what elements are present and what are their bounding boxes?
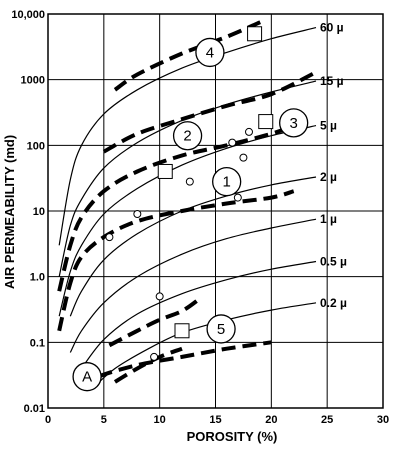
data-point-circle: [239, 153, 248, 162]
data-point-square: [157, 163, 173, 179]
region-label: 5: [217, 321, 225, 338]
y-tick-label: 10: [33, 206, 45, 218]
region-marker-circle: [72, 362, 102, 392]
dashed-boundary-line: [108, 297, 200, 348]
dashed-boundary-line: [102, 70, 317, 154]
x-tick-label: 15: [209, 414, 221, 426]
region-label: 3: [289, 115, 297, 132]
dashed-boundary-line: [113, 346, 183, 384]
region-marker-circle: [279, 108, 309, 138]
region-label: 4: [206, 44, 214, 61]
curve-0-5: [81, 260, 317, 369]
data-point-circle: [105, 233, 114, 242]
curve-60: [58, 27, 317, 246]
x-tick-label: 25: [321, 414, 333, 426]
data-points: [105, 26, 274, 361]
x-tick-label: 30: [377, 414, 389, 426]
region-marker-circle: [195, 37, 225, 68]
y-tick-label: 0.01: [24, 403, 45, 415]
data-point-circle: [228, 138, 237, 147]
data-point-square: [174, 323, 190, 339]
x-tick-label: 5: [101, 414, 107, 426]
data-curves: [57, 20, 317, 390]
y-tick-label: 1.0: [30, 272, 45, 284]
curve-1: [69, 218, 317, 353]
x-tick-label: 10: [154, 414, 166, 426]
region-marker-circle: [212, 166, 242, 197]
dashed-boundary-line: [113, 20, 261, 92]
y-tick-label: 0.1: [30, 337, 45, 349]
data-point-square: [258, 114, 274, 130]
data-point-circle: [150, 352, 159, 361]
region-marker-circle: [206, 314, 236, 344]
y-tick-label: 1000: [21, 75, 45, 87]
curve-15: [58, 80, 317, 277]
curve-label-1: 1 µ: [320, 212, 337, 226]
region-markers: 1 2 3 4 5 A: [72, 37, 309, 392]
x-tick-label: 0: [45, 414, 51, 426]
curve-label-0-5: 0.5 µ: [320, 255, 347, 269]
data-point-circle: [245, 127, 253, 136]
y-tick-label: 100: [27, 140, 45, 152]
dashed-boundary-line: [57, 123, 295, 292]
curve-2: [69, 176, 317, 317]
curve-label-60: 60 µ: [320, 21, 344, 35]
curve-label-0-2: 0.2 µ: [320, 296, 347, 310]
curve-labels: 60 µ 15 µ 5 µ 2 µ 1 µ 0.5 µ 0.2 µ: [320, 21, 347, 310]
curve-label-2: 2 µ: [320, 170, 337, 184]
region-label: A: [82, 369, 92, 386]
data-point-circle: [233, 193, 242, 202]
x-axis-label: POROSITY (%): [187, 429, 278, 444]
y-axis-label: AIR PERMEABILITY (md): [2, 135, 17, 289]
data-point-circle: [185, 177, 194, 186]
x-tick-label: 20: [265, 414, 277, 426]
data-point-circle: [133, 210, 142, 219]
curve-label-5: 5 µ: [320, 119, 337, 133]
plot-frame: [47, 13, 384, 409]
region-label: 1: [222, 174, 230, 191]
dashed-boundary-line: [80, 340, 272, 390]
region-marker-circle: [172, 121, 203, 151]
data-point-circle: [155, 292, 164, 301]
data-point-square: [247, 26, 263, 42]
y-tick-label: 10,000: [11, 9, 45, 21]
region-label: 2: [183, 128, 191, 145]
curve-label-15: 15 µ: [320, 74, 344, 88]
